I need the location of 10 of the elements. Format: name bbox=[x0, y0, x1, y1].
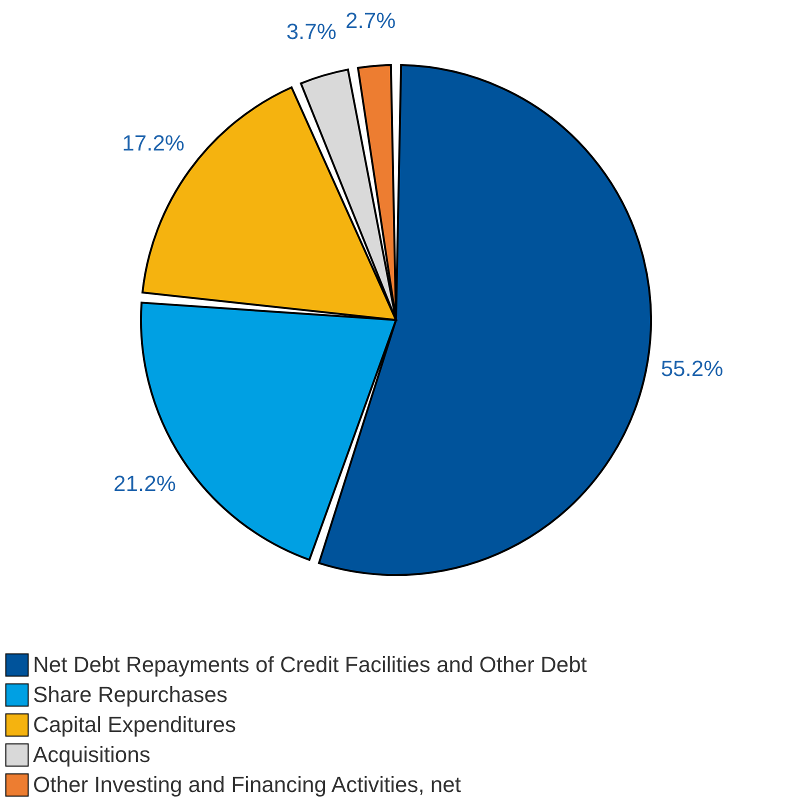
data-label: 3.7% bbox=[286, 19, 336, 44]
legend-label: Other Investing and Financing Activities, net bbox=[33, 772, 462, 797]
data-label: 17.2% bbox=[122, 130, 184, 156]
legend-label: Capital Expenditures bbox=[33, 712, 236, 737]
legend-label: Share Repurchases bbox=[33, 682, 228, 707]
data-label: 55.2% bbox=[660, 356, 724, 381]
data-label: 21.2% bbox=[114, 470, 176, 496]
legend-label: Acquisitions bbox=[33, 742, 150, 767]
legend-label: Net Debt Repayments of Credit Facilities and Other Debt bbox=[33, 652, 587, 677]
data-label: 2.7% bbox=[346, 8, 396, 34]
